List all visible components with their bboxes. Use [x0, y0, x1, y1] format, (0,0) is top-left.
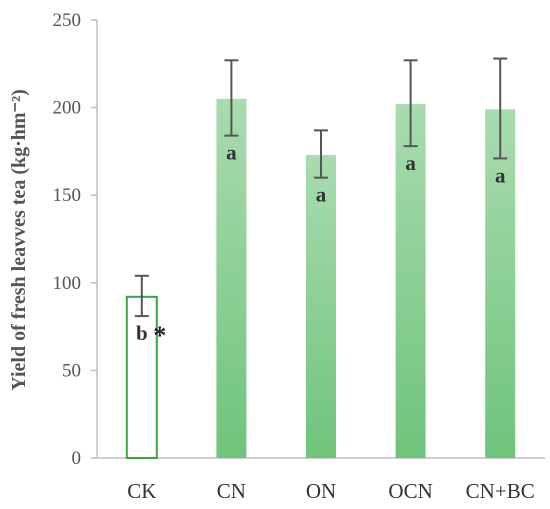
bars	[125, 57, 516, 460]
bar-cn-bc	[485, 109, 516, 459]
y-tick-label: 150	[53, 185, 82, 206]
bar-on	[306, 154, 336, 459]
y-axis-label: Yield of fresh leavves tea (kg·hm⁻²)	[8, 89, 30, 391]
significance-label: a	[405, 151, 416, 175]
x-tick-label: ON	[306, 479, 336, 503]
significance-star: *	[153, 321, 166, 350]
labels: b * CK a CN a ON a OCN a CN+BC	[127, 141, 535, 503]
x-tick-label: OCN	[388, 479, 432, 503]
x-tick-label: CN+BC	[466, 479, 535, 503]
significance-label: a	[495, 163, 506, 187]
y-tick-label: 100	[53, 273, 82, 294]
bar-cn	[216, 98, 247, 458]
y-tick-label: 250	[53, 10, 82, 31]
y-tick-label: 200	[53, 98, 82, 119]
axes: 0 50 100 150 200 250	[53, 10, 545, 469]
x-tick-label: CK	[127, 479, 156, 503]
significance-label: a	[316, 183, 327, 207]
y-tick-label: 50	[62, 360, 81, 381]
significance-label: b	[136, 321, 148, 345]
y-tick-label: 0	[72, 448, 82, 469]
bar-ck	[125, 295, 158, 460]
x-tick-label: CN	[217, 479, 246, 503]
significance-label: a	[226, 141, 237, 165]
bar-ocn	[395, 104, 426, 458]
